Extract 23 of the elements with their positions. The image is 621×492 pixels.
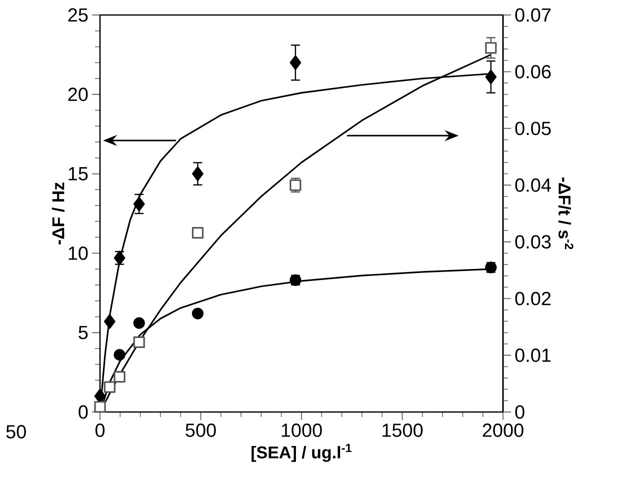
y-tick-label: 5 bbox=[78, 326, 88, 340]
y2-tick-label: 0.01 bbox=[515, 348, 551, 362]
y2-tick-label: 0.06 bbox=[515, 64, 551, 78]
y-tick-label: 15 bbox=[68, 167, 88, 180]
y2-tick-label: 0.07 bbox=[515, 8, 551, 22]
y-tick-label: 25 bbox=[68, 8, 88, 22]
y2-tick-label: 0.02 bbox=[515, 292, 551, 306]
y-tick-label: 0 bbox=[78, 405, 88, 419]
x-tick-label: 500 bbox=[186, 424, 216, 437]
y2-tick-label: 0.04 bbox=[515, 178, 551, 192]
y-tick-label: 10 bbox=[68, 246, 88, 260]
y2-tick-label: 0 bbox=[515, 405, 524, 419]
y2-tick-label: 0.05 bbox=[515, 122, 551, 136]
text: 50 bbox=[6, 425, 26, 438]
x-tick-label: 1500 bbox=[382, 424, 423, 437]
y2-axis-title: -ΔF/t / s$^{-2}$ bbox=[558, 177, 574, 250]
x-tick-label: 0 bbox=[95, 424, 105, 437]
x-tick-label: 1000 bbox=[282, 424, 322, 437]
y2-tick-label: 0.03 bbox=[515, 235, 551, 249]
y-axis-title: -ΔF / Hz bbox=[52, 182, 64, 244]
y-tick-label: 20 bbox=[68, 88, 88, 102]
x-tick-label: 2000 bbox=[482, 424, 524, 437]
x-axis-title: [SEA] / ug.l$^{-1}$ bbox=[252, 444, 352, 462]
